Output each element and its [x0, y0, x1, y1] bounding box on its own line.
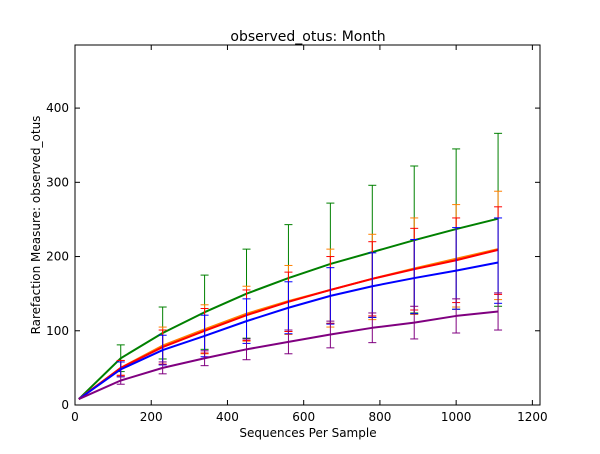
y-tick-label: 200	[46, 250, 69, 264]
x-axis-label: Sequences Per Sample	[239, 426, 376, 440]
chart-title: observed_otus: Month	[230, 29, 385, 45]
x-tick-label: 400	[216, 410, 239, 424]
y-tick-label: 300	[46, 175, 69, 189]
x-tick-label: 800	[368, 410, 391, 424]
x-tick-label: 1000	[441, 410, 472, 424]
y-tick-label: 400	[46, 101, 69, 115]
y-axis-label: Rarefaction Measure: observed_otus	[29, 116, 43, 335]
series-2	[79, 207, 502, 399]
series-layer	[79, 133, 502, 399]
x-tick-label: 200	[140, 410, 163, 424]
x-tick-label: 1200	[517, 410, 548, 424]
y-tick-label: 0	[61, 398, 69, 412]
y-tick-label: 100	[46, 324, 69, 338]
series-1	[79, 191, 502, 399]
x-tick-label: 600	[292, 410, 315, 424]
series-3	[79, 218, 502, 399]
x-tick-label: 0	[71, 410, 79, 424]
